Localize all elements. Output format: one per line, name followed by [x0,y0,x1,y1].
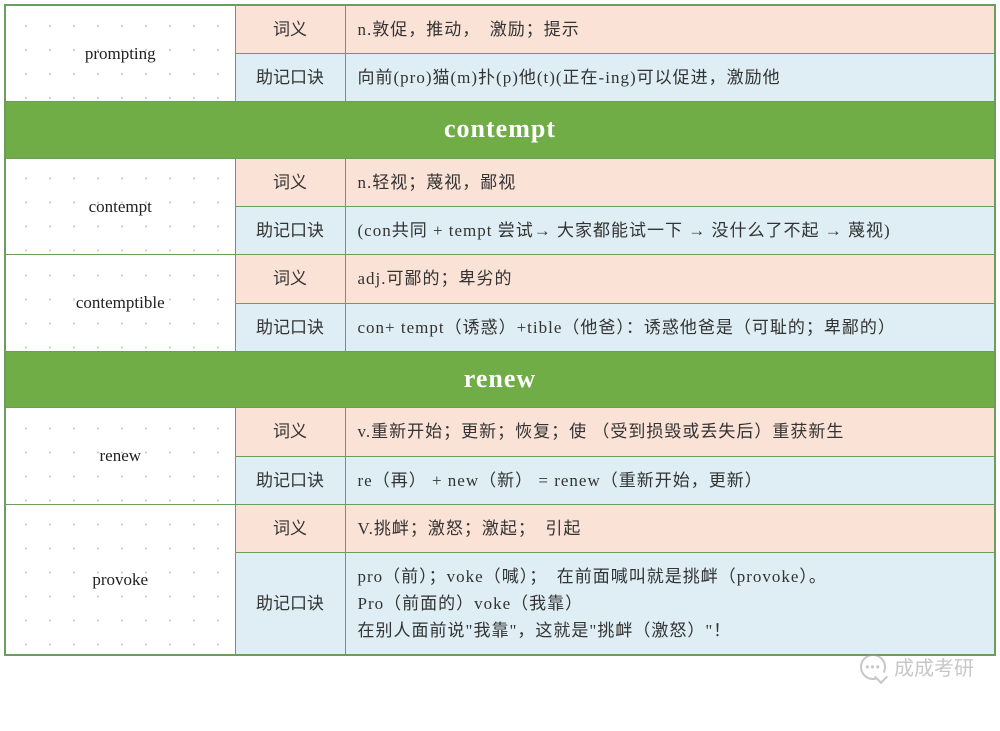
word-cell: contempt [5,158,235,254]
mnemonic-label: 助记口诀 [235,54,345,102]
mnemonic-content: con+ tempt（诱惑）+tible（他爸）：诱惑他爸是（可耻的；卑鄙的） [345,303,995,351]
section-header-title: renew [5,351,995,408]
vocabulary-table: prompting词义n.敦促，推动， 激励；提示助记口诀向前(pro)猫(m)… [4,4,996,656]
mnemonic-label: 助记口诀 [235,303,345,351]
mnemonic-content: pro（前）；voke（喊）； 在前面喊叫就是挑衅（provoke）。Pro（前… [345,552,995,655]
meaning-label: 词义 [235,158,345,206]
word-cell: prompting [5,5,235,102]
meaning-content: n.轻视；蔑视，鄙视 [345,158,995,206]
section-header: contempt [5,102,995,159]
word-cell: renew [5,408,235,504]
mnemonic-label: 助记口诀 [235,552,345,655]
meaning-content: v.重新开始；更新；恢复；使 （受到损毁或丢失后）重获新生 [345,408,995,456]
meaning-content: adj.可鄙的；卑劣的 [345,255,995,303]
section-header-title: contempt [5,102,995,159]
table-row: provoke词义V.挑衅；激怒；激起； 引起 [5,504,995,552]
meaning-label: 词义 [235,5,345,54]
meaning-content: n.敦促，推动， 激励；提示 [345,5,995,54]
mnemonic-label: 助记口诀 [235,456,345,504]
mnemonic-content: (con共同 + tempt 尝试→ 大家都能试一下 → 没什么了不起 → 蔑视… [345,207,995,255]
table-row: contempt词义n.轻视；蔑视，鄙视 [5,158,995,206]
wechat-icon: ••• [860,654,886,680]
meaning-label: 词义 [235,408,345,456]
table-row: contemptible词义adj.可鄙的；卑劣的 [5,255,995,303]
meaning-label: 词义 [235,255,345,303]
meaning-label: 词义 [235,504,345,552]
mnemonic-label: 助记口诀 [235,207,345,255]
table-row: renew词义v.重新开始；更新；恢复；使 （受到损毁或丢失后）重获新生 [5,408,995,456]
mnemonic-content: re（再） + new（新） = renew（重新开始，更新） [345,456,995,504]
word-cell: provoke [5,504,235,655]
table-row: prompting词义n.敦促，推动， 激励；提示 [5,5,995,54]
word-cell: contemptible [5,255,235,351]
mnemonic-content: 向前(pro)猫(m)扑(p)他(t)(正在-ing)可以促进，激励他 [345,54,995,102]
section-header: renew [5,351,995,408]
meaning-content: V.挑衅；激怒；激起； 引起 [345,504,995,552]
